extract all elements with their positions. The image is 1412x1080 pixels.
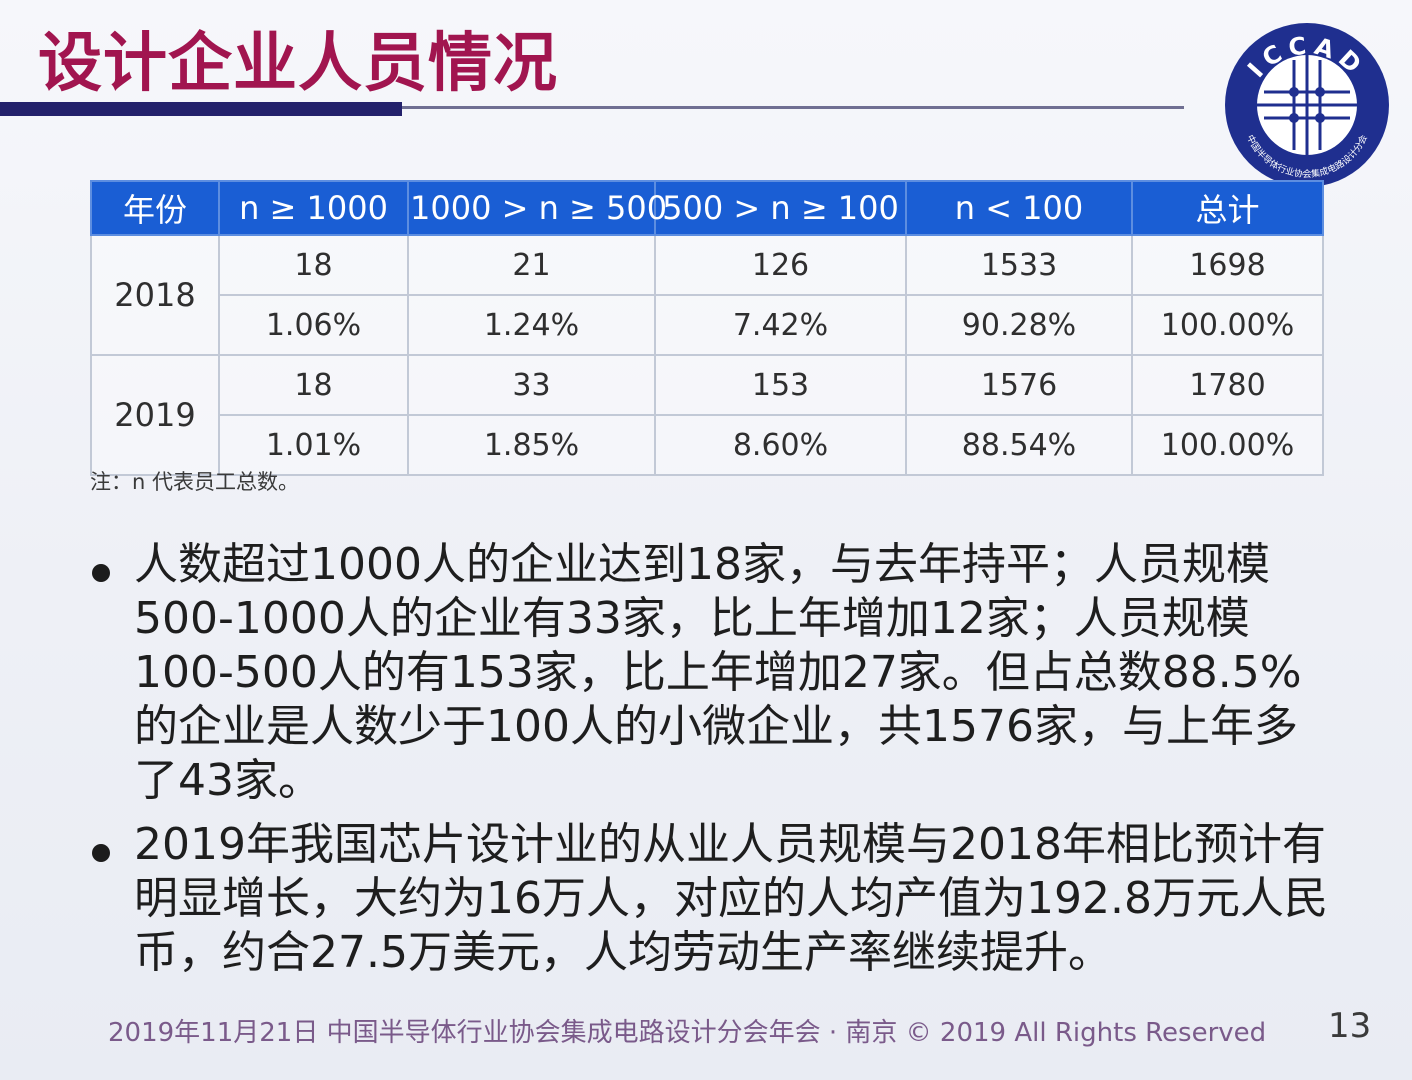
- count-cell: 126: [654, 234, 907, 296]
- year-cell: 2018: [90, 234, 220, 356]
- bullet-text: 人数超过1000人的企业达到18家，与去年持平；人员规模500-1000人的企业…: [134, 539, 1302, 806]
- footer-text: 2019年11月21日 中国半导体行业协会集成电路设计分会年会 · 南京 © 2…: [108, 1018, 1267, 1048]
- page-number: 13: [1328, 1006, 1372, 1046]
- header-under-100: n < 100: [905, 180, 1133, 236]
- header-100-500: 500 > n ≥ 100: [654, 180, 907, 236]
- header-year: 年份: [90, 180, 220, 236]
- bullet-item: 人数超过1000人的企业达到18家，与去年持平；人员规模500-1000人的企业…: [86, 538, 1336, 808]
- staffing-table: 年份 n ≥ 1000 1000 > n ≥ 500 500 > n ≥ 100…: [90, 180, 1324, 476]
- table-header-row: 年份 n ≥ 1000 1000 > n ≥ 500 500 > n ≥ 100…: [90, 180, 1324, 236]
- year-cell: 2019: [90, 354, 220, 476]
- table-note: 注：n 代表员工总数。: [90, 470, 299, 494]
- bullet-item: 2019年我国芯片设计业的从业人员规模与2018年相比预计有明显增长，大约为16…: [86, 818, 1336, 980]
- title-rule-thin: [402, 106, 1184, 109]
- percent-cell: 90.28%: [905, 294, 1133, 356]
- count-cell: 18: [218, 354, 409, 416]
- percent-cell: 8.60%: [654, 414, 907, 476]
- count-cell: 1780: [1131, 354, 1324, 416]
- count-cell: 21: [407, 234, 656, 296]
- percent-cell: 88.54%: [905, 414, 1133, 476]
- table-row: 2018 18 21 126 1533 1698: [90, 234, 1324, 356]
- percent-cell: 1.24%: [407, 294, 656, 356]
- iccad-logo: ICCAD 中国半导体行业协会集成电路设计分会: [1225, 23, 1389, 187]
- table-row: 1.01% 1.85% 8.60% 88.54% 100.00%: [91, 414, 1324, 476]
- count-cell: 1576: [905, 354, 1133, 416]
- bullet-dot-icon: [92, 844, 110, 862]
- percent-cell: 1.01%: [218, 414, 409, 476]
- percent-cell: 100.00%: [1131, 414, 1324, 476]
- count-cell: 18: [218, 234, 409, 296]
- bullet-text: 2019年我国芯片设计业的从业人员规模与2018年相比预计有明显增长，大约为16…: [134, 819, 1328, 978]
- title-rule-thick: [0, 102, 402, 116]
- percent-cell: 7.42%: [654, 294, 907, 356]
- bullet-list: 人数超过1000人的企业达到18家，与去年持平；人员规模500-1000人的企业…: [86, 538, 1336, 990]
- slide-title: 设计企业人员情况: [38, 27, 558, 101]
- bullet-dot-icon: [92, 564, 110, 582]
- count-cell: 33: [407, 354, 656, 416]
- header-500-1000: 1000 > n ≥ 500: [407, 180, 667, 236]
- header-total: 总计: [1131, 180, 1324, 236]
- count-cell: 153: [654, 354, 907, 416]
- percent-cell: 100.00%: [1131, 294, 1324, 356]
- count-cell: 1698: [1131, 234, 1324, 296]
- count-cell: 1533: [905, 234, 1133, 296]
- table-row: 2019 18 33 153 1576 1780: [90, 354, 1324, 476]
- percent-cell: 1.85%: [407, 414, 656, 476]
- percent-cell: 1.06%: [218, 294, 409, 356]
- header-over-1000: n ≥ 1000: [218, 180, 409, 236]
- table-row: 1.06% 1.24% 7.42% 90.28% 100.00%: [91, 294, 1324, 356]
